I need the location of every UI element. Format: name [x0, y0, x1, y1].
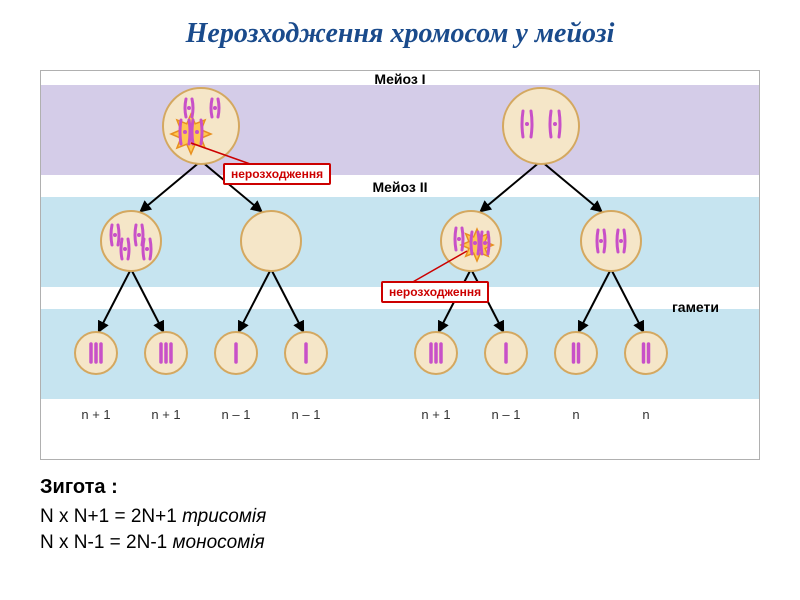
nondisjunction-callout: нерозходження	[223, 163, 331, 185]
monosomy-term: моносомія	[173, 532, 265, 553]
monosomy-eq: N x N-1 = 2N-1	[40, 532, 167, 553]
zygote-heading: Зигота :	[40, 476, 118, 499]
trisomy-term: трисомія	[182, 506, 266, 527]
meiosis-diagram: Мейоз I Мейоз II гамети n + 1 n + 1 n – 1 n…	[40, 70, 760, 460]
band-gametes	[41, 309, 759, 399]
band-meiosis1	[41, 85, 759, 175]
nondisjunction-callout: нерозходження	[381, 281, 489, 303]
label-meiosis1: Мейоз I	[41, 71, 759, 87]
label-meiosis2: Мейоз II	[41, 179, 759, 195]
gamete-label: n + 1	[71, 407, 121, 422]
gamete-label: n + 1	[141, 407, 191, 422]
gamete-label: n – 1	[481, 407, 531, 422]
gamete-label: n – 1	[281, 407, 331, 422]
band-meiosis2	[41, 197, 759, 287]
monosomy-formula: N x N-1 = 2N-1 моносомія	[40, 532, 265, 554]
trisomy-eq: N x N+1 = 2N+1	[40, 506, 177, 527]
trisomy-formula: N x N+1 = 2N+1 трисомія	[40, 506, 266, 528]
gamete-label: n + 1	[411, 407, 461, 422]
label-gametes: гамети	[672, 299, 719, 315]
gamete-label: n	[551, 407, 601, 422]
page-title: Нерозходження хромосом у мейозі	[0, 18, 800, 50]
gamete-label: n – 1	[211, 407, 261, 422]
gamete-label: n	[621, 407, 671, 422]
